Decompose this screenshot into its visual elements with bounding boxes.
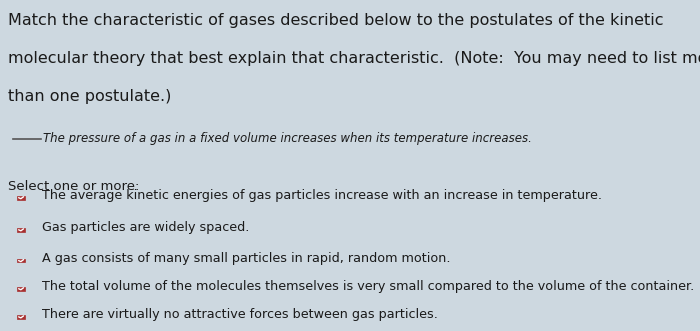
Text: than one postulate.): than one postulate.) bbox=[8, 89, 172, 104]
Text: The total volume of the molecules themselves is very small compared to the volum: The total volume of the molecules themse… bbox=[42, 280, 694, 293]
Text: The pressure of a gas in a fixed volume increases when its temperature increases: The pressure of a gas in a fixed volume … bbox=[43, 132, 532, 145]
FancyBboxPatch shape bbox=[17, 259, 25, 262]
Text: A gas consists of many small particles in rapid, random motion.: A gas consists of many small particles i… bbox=[42, 252, 451, 264]
Text: Gas particles are widely spaced.: Gas particles are widely spaced. bbox=[42, 221, 249, 234]
FancyBboxPatch shape bbox=[17, 287, 25, 291]
Text: Select one or more:: Select one or more: bbox=[8, 180, 140, 193]
Text: There are virtually no attractive forces between gas particles.: There are virtually no attractive forces… bbox=[42, 308, 438, 321]
FancyBboxPatch shape bbox=[17, 228, 25, 232]
Text: Match the characteristic of gases described below to the postulates of the kinet: Match the characteristic of gases descri… bbox=[8, 13, 664, 28]
Text: The average kinetic energies of gas particles increase with an increase in tempe: The average kinetic energies of gas part… bbox=[42, 189, 602, 202]
FancyBboxPatch shape bbox=[17, 315, 25, 319]
FancyBboxPatch shape bbox=[17, 196, 25, 200]
Text: molecular theory that best explain that characteristic.  (Note:  You may need to: molecular theory that best explain that … bbox=[8, 51, 700, 66]
